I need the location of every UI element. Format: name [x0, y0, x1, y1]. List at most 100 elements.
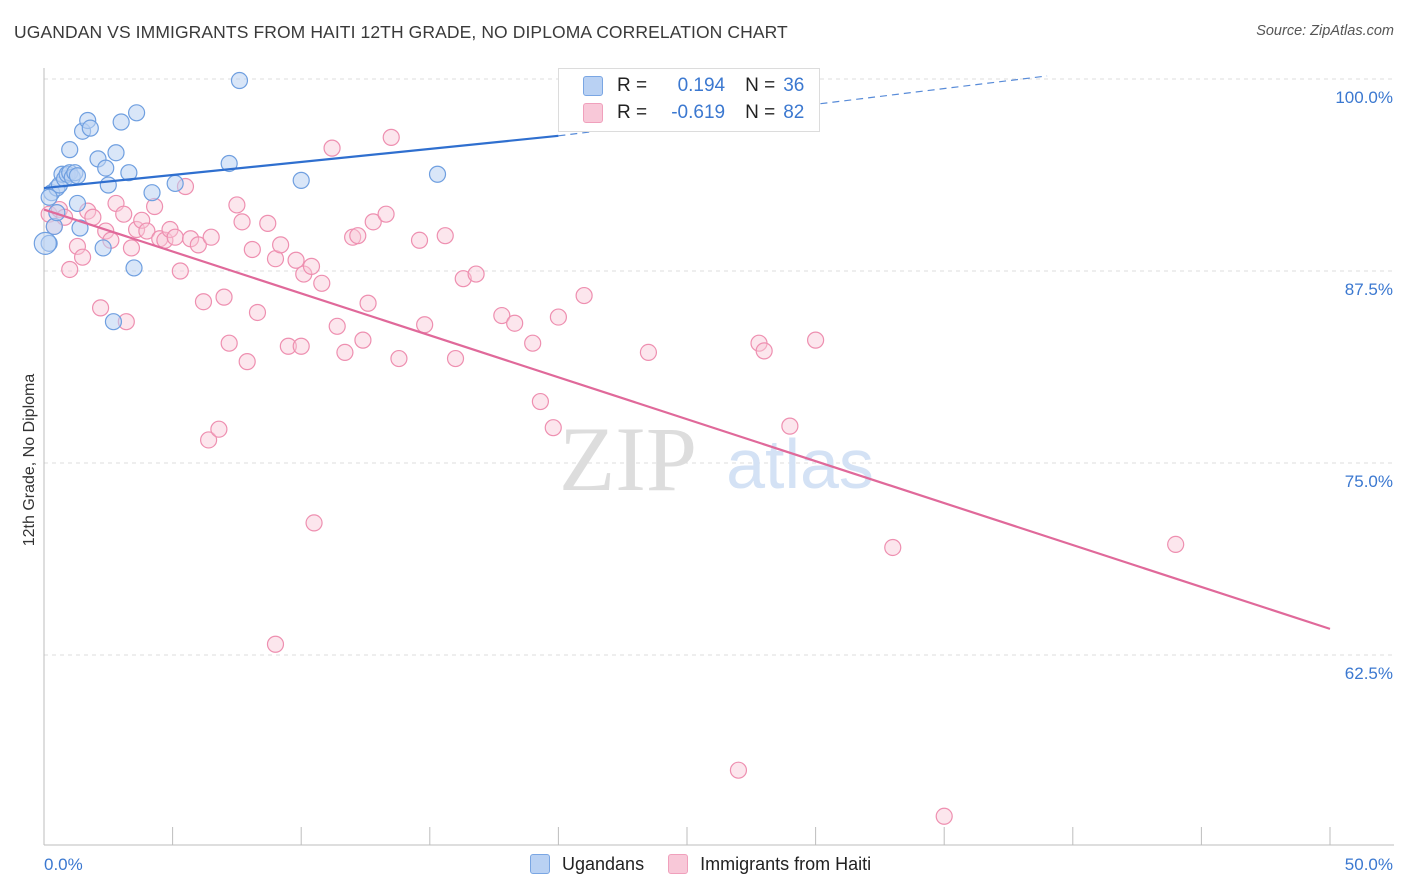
n-label: N = — [745, 102, 776, 123]
r-label: R = — [617, 75, 648, 96]
ugandan-point — [97, 159, 115, 177]
source-label: Source: ZipAtlas.com — [1256, 23, 1394, 39]
haiti-point — [194, 293, 213, 311]
haiti-point — [639, 343, 658, 362]
trend-lines — [43, 75, 1331, 630]
haiti-point — [377, 205, 395, 223]
haiti-point — [189, 236, 207, 254]
ugandan-point — [166, 174, 184, 193]
haiti-point — [467, 265, 485, 283]
x-tick-label: 50.0% — [1345, 855, 1393, 874]
haiti-point — [410, 231, 429, 249]
axes — [43, 68, 1394, 846]
haiti-point — [228, 196, 246, 214]
haiti-point — [354, 331, 372, 349]
haiti-point — [210, 420, 228, 438]
legend-swatch-ugandans — [530, 854, 550, 874]
watermark-zip: ZIP — [559, 408, 697, 510]
chart-title: UGANDAN VS IMMIGRANTS FROM HAITI 12TH GR… — [14, 22, 788, 42]
haiti-point — [292, 337, 310, 355]
haiti-point — [884, 538, 902, 557]
ugandan-point — [104, 313, 123, 331]
legend-item-haiti[interactable]: Immigrants from Haiti — [668, 854, 871, 875]
n-label: N = — [745, 75, 776, 96]
haiti-point — [259, 214, 277, 232]
haiti-point — [323, 139, 341, 157]
haiti-point — [73, 248, 92, 266]
legend-swatch-ugandans — [583, 76, 603, 96]
ugandan-point — [68, 167, 87, 185]
haiti-point — [806, 331, 825, 349]
legend-label-ugandans: Ugandans — [562, 853, 645, 874]
y-tick-label: 100.0% — [1335, 88, 1393, 107]
haiti-point — [446, 349, 465, 368]
haiti-point — [382, 128, 400, 146]
haiti-point — [122, 239, 141, 257]
haiti-point — [390, 349, 408, 368]
haiti-point — [215, 288, 233, 306]
ugandan-point — [428, 165, 447, 183]
data-points — [33, 71, 1185, 825]
ugandan-point — [127, 104, 146, 122]
haiti-point — [328, 317, 346, 335]
haiti-point — [493, 306, 511, 325]
ugandan-point — [45, 217, 63, 236]
legend-item-ugandans[interactable]: Ugandans — [530, 854, 644, 875]
haiti-point — [549, 308, 568, 326]
haiti-point — [202, 228, 220, 246]
ugandan-point — [120, 164, 138, 182]
r-label: R = — [617, 102, 648, 123]
haiti-trend-line — [43, 208, 1331, 630]
haiti-point — [233, 213, 251, 231]
haiti-point — [145, 197, 164, 216]
haiti-point — [91, 299, 110, 317]
ugandan-point — [40, 188, 58, 206]
ugandan-point — [112, 113, 130, 131]
haiti-point — [436, 227, 454, 245]
stats-legend: R = 0.194 N = 36 R = -0.619 N = 82 — [558, 68, 820, 132]
haiti-point — [138, 222, 156, 240]
haiti-point — [243, 240, 261, 259]
y-tick-label: 87.5% — [1345, 280, 1393, 299]
haiti-point — [171, 262, 189, 280]
haiti-point — [279, 337, 297, 355]
r-value: 0.194 — [677, 75, 726, 96]
haiti-point — [200, 431, 218, 449]
ugandan-point — [125, 259, 143, 277]
watermark-atlas: atlas — [726, 425, 874, 503]
haiti-point — [531, 392, 549, 411]
haiti-point — [313, 274, 331, 292]
haiti-point — [272, 236, 290, 254]
tick-labels: 62.5% 75.0% 87.5% 100.0% 0.0% 50.0% — [44, 88, 1393, 874]
haiti-point — [336, 343, 354, 362]
ugandan-point — [81, 119, 99, 137]
haiti-point — [266, 635, 285, 653]
n-value: 82 — [783, 102, 805, 123]
haiti-point — [238, 353, 256, 371]
haiti-point — [544, 419, 562, 437]
haiti-point — [61, 260, 79, 279]
haiti-point — [302, 257, 321, 275]
haiti-point — [220, 334, 238, 352]
haiti-point — [349, 227, 367, 245]
ugandan-point — [220, 154, 238, 173]
y-tick-label: 62.5% — [1345, 664, 1393, 683]
haiti-point — [248, 303, 267, 322]
ugandan-point — [230, 71, 249, 90]
ugandan-point — [99, 176, 117, 194]
haiti-point — [755, 342, 773, 360]
ugandan-point — [143, 184, 161, 202]
n-value: 36 — [783, 75, 805, 96]
haiti-point — [935, 807, 953, 825]
haiti-point — [729, 761, 748, 779]
y-tick-label: 75.0% — [1345, 472, 1393, 491]
haiti-point — [575, 286, 593, 305]
legend-row-ugandans: R = 0.194 N = 36 — [583, 74, 804, 98]
haiti-point — [287, 251, 305, 269]
haiti-point — [781, 417, 799, 435]
x-tick-label: 0.0% — [44, 855, 83, 874]
ugandan-point — [33, 231, 57, 255]
legend-swatch-haiti — [583, 103, 603, 123]
ugandan-point — [292, 171, 310, 189]
haiti-point — [364, 213, 382, 231]
